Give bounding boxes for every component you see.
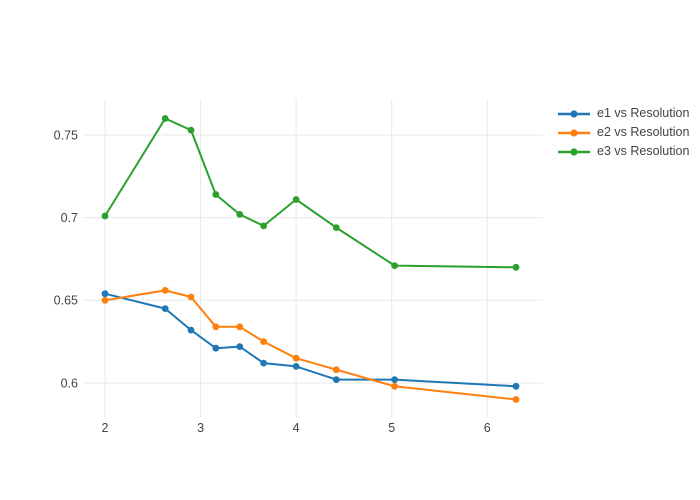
series-marker-e1 (187, 326, 195, 334)
y-tick-label: 0.75 (54, 128, 78, 142)
legend-item-e3[interactable]: e3 vs Resolution (556, 142, 689, 161)
x-tick-label: 6 (484, 421, 491, 435)
series-marker-e2 (236, 323, 244, 331)
series-marker-e1 (332, 376, 340, 383)
series-marker-e3 (161, 115, 169, 122)
series-marker-e3 (101, 212, 109, 220)
series-marker-e1 (161, 305, 169, 312)
series-marker-e2 (332, 366, 340, 374)
y-tick-label: 0.65 (54, 294, 78, 308)
series-marker-e3 (187, 126, 195, 134)
legend: e1 vs Resolution e2 vs Resolution e3 vs Re… (556, 104, 689, 161)
x-tick-label: 4 (293, 421, 300, 435)
series-marker-e1 (512, 382, 520, 390)
legend-label-e2: e2 vs Resolution (597, 125, 690, 139)
legend-line-marker-icon (558, 109, 590, 118)
series-marker-e2 (260, 338, 267, 345)
legend-item-e1[interactable]: e1 vs Resolution (556, 104, 689, 123)
series-marker-e1 (236, 343, 244, 350)
series-marker-e3 (260, 222, 267, 230)
series-marker-e2 (292, 354, 300, 362)
series-marker-e2 (212, 323, 220, 331)
series-marker-e2 (101, 296, 109, 304)
series-marker-e3 (236, 211, 244, 218)
series-marker-e2 (512, 396, 520, 403)
x-tick-label: 3 (197, 421, 204, 435)
series-marker-e3 (391, 262, 398, 269)
series-line-e3 (104, 117, 517, 269)
series-marker-e2 (161, 287, 169, 294)
legend-line-marker-icon (558, 128, 590, 137)
series-marker-e1 (391, 376, 398, 383)
legend-item-e2[interactable]: e2 vs Resolution (556, 123, 689, 142)
y-tick-label: 0.6 (61, 376, 78, 390)
legend-label-e1: e1 vs Resolution (597, 106, 690, 120)
series-marker-e1 (292, 363, 300, 370)
series-marker-e2 (391, 382, 398, 390)
series-marker-e3 (292, 196, 300, 203)
x-tick-label: 2 (102, 421, 109, 435)
series-marker-e1 (212, 344, 220, 352)
series-line-e2 (104, 289, 517, 401)
y-tick-label: 0.7 (61, 211, 78, 225)
series-marker-e2 (187, 293, 195, 301)
series-marker-e3 (512, 263, 520, 271)
x-tick-label: 5 (388, 421, 395, 435)
legend-label-e3: e3 vs Resolution (597, 144, 690, 158)
series-marker-e3 (332, 224, 340, 232)
legend-line-marker-icon (558, 147, 590, 156)
series-marker-e3 (212, 191, 220, 198)
series-line-e1 (104, 292, 517, 388)
series-marker-e1 (260, 359, 267, 367)
series-marker-e1 (101, 290, 109, 298)
